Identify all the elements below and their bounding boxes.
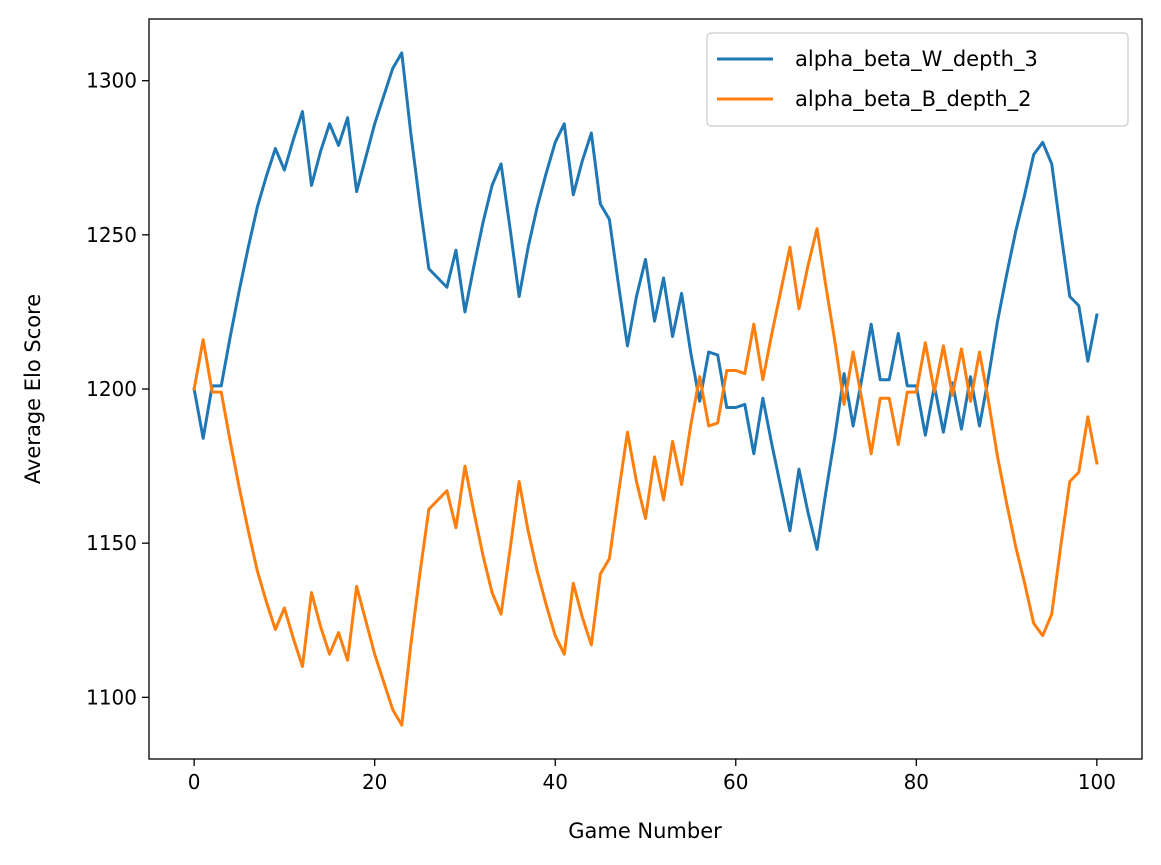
- y-axis-label: Average Elo Score: [21, 294, 45, 484]
- series-line-1: [192, 227, 1099, 727]
- x-axis: 0 20 40 60 80 100: [188, 759, 1116, 794]
- legend-box: [706, 32, 1129, 127]
- y-tick-label: 1250: [86, 223, 137, 247]
- y-tick-label: 1150: [86, 531, 137, 555]
- series-line-0: [192, 51, 1099, 551]
- x-tick-label: 100: [1078, 770, 1116, 794]
- x-tick-label: 0: [188, 770, 201, 794]
- x-tick-label: 40: [543, 770, 568, 794]
- legend-label-alpha-beta-w: alpha_beta_W_depth_3: [795, 47, 1038, 72]
- series-layer: [192, 51, 1099, 727]
- x-axis-label: Game Number: [568, 819, 722, 843]
- y-tick-label: 1300: [86, 69, 137, 93]
- x-tick-label: 60: [723, 770, 748, 794]
- y-tick-label: 1100: [86, 685, 137, 709]
- y-axis: 1100 1150 1200 1250 1300: [86, 69, 149, 709]
- legend: alpha_beta_W_depth_3 alpha_beta_B_depth_…: [706, 32, 1129, 127]
- y-tick-label: 1200: [86, 377, 137, 401]
- x-tick-label: 80: [904, 770, 929, 794]
- legend-label-alpha-beta-b: alpha_beta_B_depth_2: [795, 87, 1031, 112]
- x-tick-label: 20: [362, 770, 387, 794]
